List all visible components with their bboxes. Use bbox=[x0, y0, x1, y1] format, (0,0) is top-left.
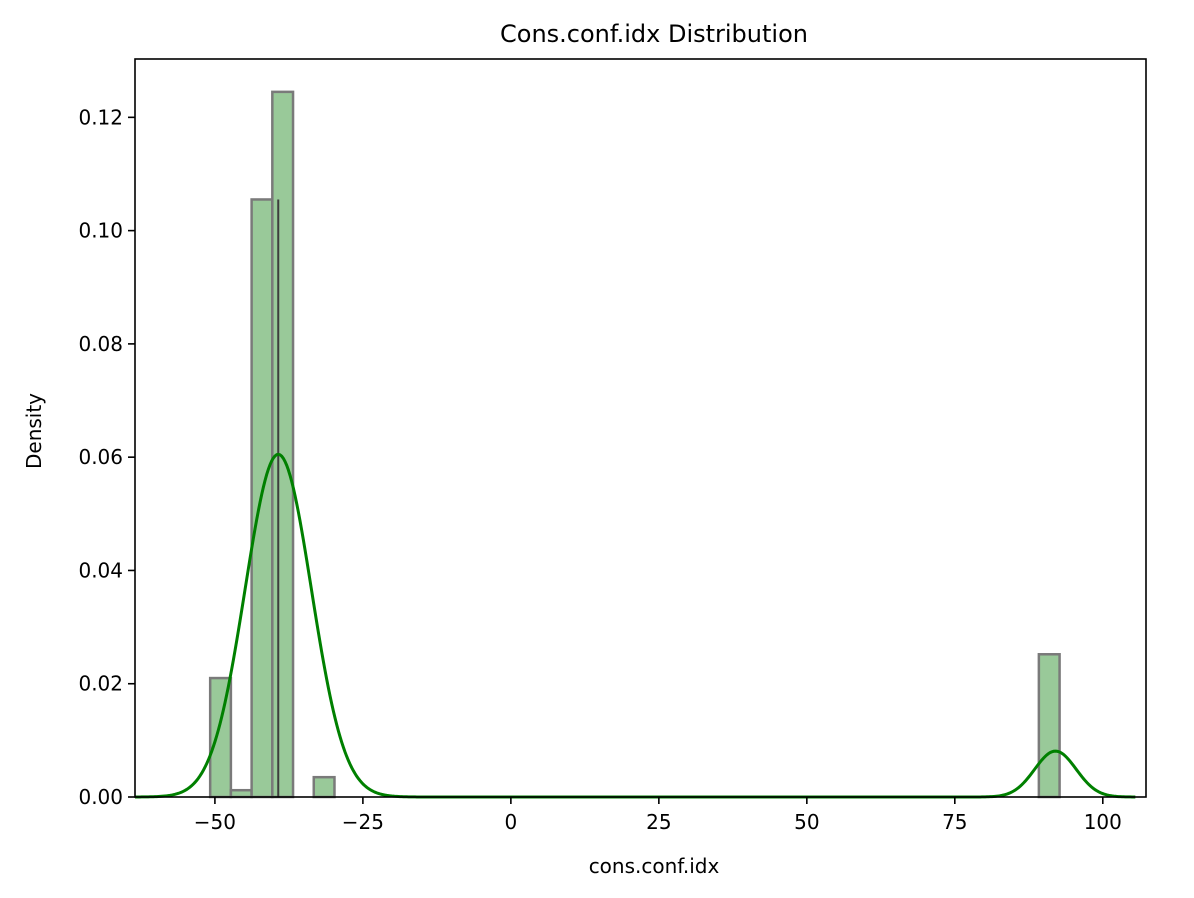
x-tick-label: 25 bbox=[646, 810, 671, 834]
histogram-bar bbox=[229, 788, 253, 799]
y-axis-label: Density bbox=[22, 393, 46, 469]
x-tick-label: 0 bbox=[505, 810, 518, 834]
x-tick-label: 75 bbox=[942, 810, 967, 834]
x-tick-label: −25 bbox=[342, 810, 384, 834]
x-tick-label: −50 bbox=[194, 810, 236, 834]
y-tick-label: 0.04 bbox=[78, 558, 123, 582]
y-tick-label: 0.08 bbox=[78, 332, 123, 356]
x-axis-ticks: −50 −25 0 25 50 75 100 bbox=[194, 797, 1122, 834]
x-axis-label: cons.conf.idx bbox=[589, 854, 720, 878]
y-tick-label: 0.06 bbox=[78, 445, 123, 469]
histogram-bars bbox=[208, 90, 1061, 799]
y-tick-label: 0.10 bbox=[78, 219, 123, 243]
histogram-bar bbox=[312, 775, 336, 799]
histogram-bar bbox=[1037, 653, 1061, 799]
x-tick-label: 50 bbox=[794, 810, 819, 834]
y-tick-label: 0.00 bbox=[78, 785, 123, 809]
plot-frame bbox=[134, 58, 1147, 798]
y-tick-label: 0.12 bbox=[78, 105, 123, 129]
y-tick-label: 0.02 bbox=[78, 672, 123, 696]
chart-title: Cons.conf.idx Distribution bbox=[500, 20, 808, 48]
histogram-bar bbox=[271, 90, 295, 799]
x-tick-label: 100 bbox=[1084, 810, 1122, 834]
y-axis-ticks: 0.00 0.02 0.04 0.06 0.08 0.10 0.12 bbox=[78, 105, 135, 809]
